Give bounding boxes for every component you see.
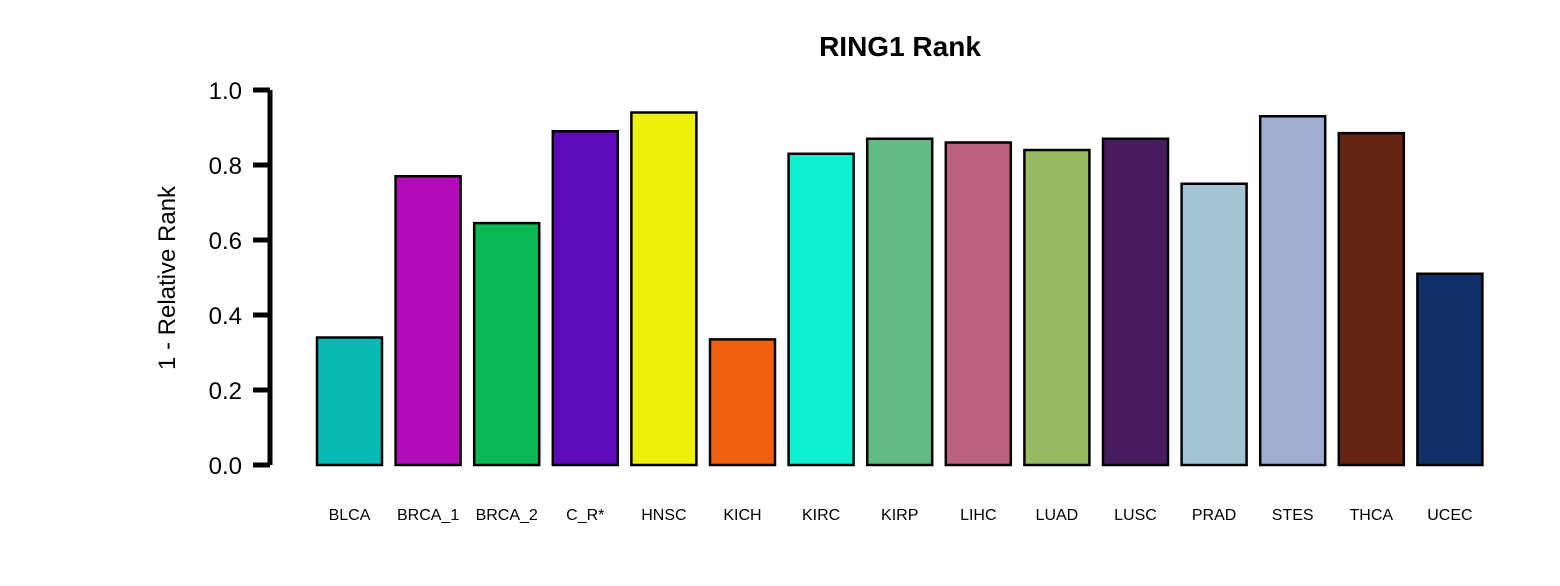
y-tick-label: 1.0 xyxy=(209,78,242,105)
x-tick-label: THCA xyxy=(1350,507,1394,524)
bar-stes xyxy=(1258,115,1327,467)
bar-kirc xyxy=(787,152,855,467)
bar-brca-2 xyxy=(472,221,541,467)
bar-brca-1 xyxy=(394,175,462,467)
bar-c-r xyxy=(551,130,620,467)
bar-prad xyxy=(1180,182,1248,467)
y-tick-label: 0.4 xyxy=(209,303,242,330)
bar-lusc xyxy=(1101,137,1170,467)
y-axis: 0.0 0.2 0.4 0.6 0.8 1.0 xyxy=(209,78,273,480)
y-tick-label: 0.2 xyxy=(209,378,242,405)
x-tick-label: C_R* xyxy=(566,507,604,524)
y-tick-label: 0.0 xyxy=(209,453,242,480)
bar-luad xyxy=(1023,148,1091,467)
x-tick-label: LIHC xyxy=(960,507,996,524)
x-tick-label: KIRC xyxy=(802,507,840,524)
bar-ucec xyxy=(1416,272,1484,467)
x-tick-label: KIRP xyxy=(881,507,918,524)
x-tick-label: LUSC xyxy=(1114,507,1157,524)
x-tick-label: KICH xyxy=(723,507,761,524)
y-axis-label: 1 - Relative Rank xyxy=(154,185,181,370)
bar-lihc xyxy=(944,141,1013,467)
x-tick-label: BRCA_1 xyxy=(397,507,459,524)
bar-hnsc xyxy=(630,111,698,467)
x-tick-label: HNSC xyxy=(641,507,686,524)
bar-kich xyxy=(708,338,777,467)
x-tick-label: BRCA_2 xyxy=(476,507,538,524)
bar-kirp xyxy=(865,137,934,467)
x-tick-label: UCEC xyxy=(1427,507,1472,524)
chart-title: RING1 Rank xyxy=(819,31,981,62)
bars-group xyxy=(315,111,1484,467)
x-tick-label: STES xyxy=(1272,507,1314,524)
x-tick-label: PRAD xyxy=(1192,507,1236,524)
y-tick-label: 0.8 xyxy=(209,153,242,180)
y-tick-label: 0.6 xyxy=(209,228,242,255)
x-tick-label: BLCA xyxy=(329,507,371,524)
bar-thca xyxy=(1337,131,1406,467)
x-tick-labels: BLCA BRCA_1 BRCA_2 C_R* HNSC KICH KIRC KIRP LIHC… xyxy=(329,507,1473,524)
bar-blca xyxy=(315,336,384,467)
x-tick-label: LUAD xyxy=(1036,507,1079,524)
